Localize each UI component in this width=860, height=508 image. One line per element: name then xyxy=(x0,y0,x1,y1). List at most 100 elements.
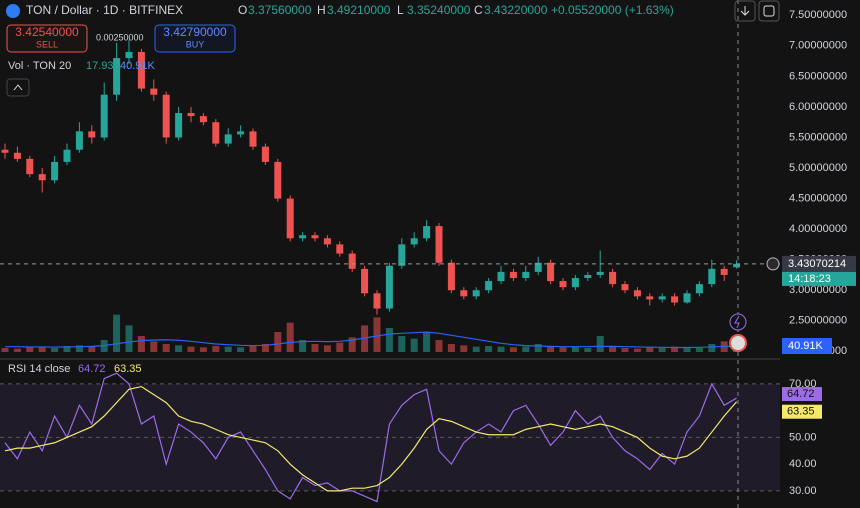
collapse-icon xyxy=(13,84,23,91)
volume-bar xyxy=(398,336,406,352)
candle-body xyxy=(1,149,9,153)
volume-bar xyxy=(472,346,480,352)
candle-body xyxy=(125,51,133,59)
candle-body xyxy=(559,281,567,288)
volume-bar xyxy=(621,348,629,352)
volume-bar xyxy=(63,346,71,352)
rsi-legend-value: 63.35 xyxy=(114,363,142,375)
rsi-title: RSI 14 close xyxy=(8,363,70,375)
volume-legend-value: 40.91K xyxy=(120,60,156,72)
candle-body xyxy=(708,268,716,285)
volume-bar xyxy=(559,347,567,352)
volume-bar xyxy=(410,338,418,352)
buy-label: BUY xyxy=(186,39,205,49)
price-tick-label: 3.00000000 xyxy=(789,284,847,296)
candle-body xyxy=(336,244,344,254)
candle-body xyxy=(38,174,46,181)
flag-icon[interactable] xyxy=(729,334,747,352)
ohlc-value: 3.43220000 xyxy=(484,3,548,17)
rsi-tick-label: 50.00 xyxy=(789,431,817,443)
price-tick-label: 5.50000000 xyxy=(789,131,847,143)
rsi-tick-label: 40.00 xyxy=(789,458,817,470)
candle-body xyxy=(311,235,319,239)
fullscreen-button[interactable] xyxy=(758,0,780,22)
rsi-line xyxy=(4,385,738,492)
candle-body xyxy=(323,238,331,245)
candle-body xyxy=(720,268,728,275)
candle-body xyxy=(733,263,741,268)
volume-bar xyxy=(175,345,183,352)
volume-bar xyxy=(646,347,654,352)
price-tick-label: 4.00000000 xyxy=(789,223,847,235)
candle-body xyxy=(212,122,220,144)
rsi-line xyxy=(4,372,737,503)
candle-body xyxy=(447,262,455,291)
volume-bar xyxy=(497,346,505,352)
volume-bar xyxy=(435,340,443,352)
download-button[interactable] xyxy=(734,0,756,22)
volume-last-box xyxy=(782,338,832,354)
sell-price: 3.42540000 xyxy=(15,25,79,39)
volume-bar xyxy=(274,332,282,352)
volume-bar xyxy=(609,346,617,352)
buy-button[interactable] xyxy=(154,24,236,53)
rsi-tick-label: 70.00 xyxy=(789,378,817,390)
volume-bar xyxy=(323,345,331,352)
rsi-value-label: 64.72 xyxy=(787,388,815,400)
volume-bar xyxy=(336,342,344,352)
candle-body xyxy=(435,226,443,263)
ohlc-value: 3.35240000 xyxy=(407,3,471,17)
volume-bar xyxy=(596,336,604,352)
buy-price: 3.42790000 xyxy=(163,25,227,39)
candle-body xyxy=(460,290,468,297)
volume-bar xyxy=(249,345,257,352)
volume-bar xyxy=(261,344,269,352)
volume-bar xyxy=(137,336,145,352)
sell-button[interactable] xyxy=(6,24,88,53)
volume-bar xyxy=(361,325,369,352)
sell-label: SELL xyxy=(36,39,58,49)
candle-body xyxy=(249,131,257,147)
candle-body xyxy=(113,58,121,95)
candle-body xyxy=(547,262,555,282)
price-tick-label: 4.50000000 xyxy=(789,192,847,204)
volume-bar xyxy=(633,348,641,352)
ohlc-value: 3.49210000 xyxy=(327,3,391,17)
price-tick-label: 6.50000000 xyxy=(789,70,847,82)
volume-bar xyxy=(534,344,542,352)
collapse-button[interactable] xyxy=(6,78,30,97)
candle-body xyxy=(571,278,579,288)
candle-body xyxy=(695,284,703,294)
volume-bar xyxy=(224,346,232,352)
candle-body xyxy=(497,271,505,282)
candle-body xyxy=(472,290,480,297)
candle-body xyxy=(88,131,96,138)
price-tick-label: 6.00000000 xyxy=(789,101,847,113)
candle-body xyxy=(175,113,183,138)
volume-ma-line xyxy=(5,331,737,349)
candle-body xyxy=(63,149,71,162)
symbol-icon xyxy=(6,4,20,18)
candle-body xyxy=(100,94,108,138)
volume-bar xyxy=(708,344,716,352)
volume-last-label: 40.91K xyxy=(788,340,824,352)
candle-body xyxy=(26,158,34,175)
volume-bar xyxy=(695,348,703,352)
candle-body xyxy=(224,134,232,144)
volume-bar xyxy=(125,325,133,352)
volume-bar xyxy=(584,348,592,352)
candle-body xyxy=(237,131,245,135)
rsi-value-box xyxy=(782,404,822,419)
event-icon[interactable] xyxy=(729,313,747,331)
volume-bar xyxy=(447,344,455,352)
candle-body xyxy=(509,271,517,279)
candle-body xyxy=(683,293,691,303)
rsi-value-box xyxy=(782,387,822,402)
volume-bar xyxy=(199,347,207,352)
candle-body xyxy=(385,265,393,309)
crosshair-add-button xyxy=(766,257,780,271)
last-price-label: 3.43070214 xyxy=(788,258,846,270)
volume-bar xyxy=(113,314,121,352)
candle-body xyxy=(646,296,654,300)
